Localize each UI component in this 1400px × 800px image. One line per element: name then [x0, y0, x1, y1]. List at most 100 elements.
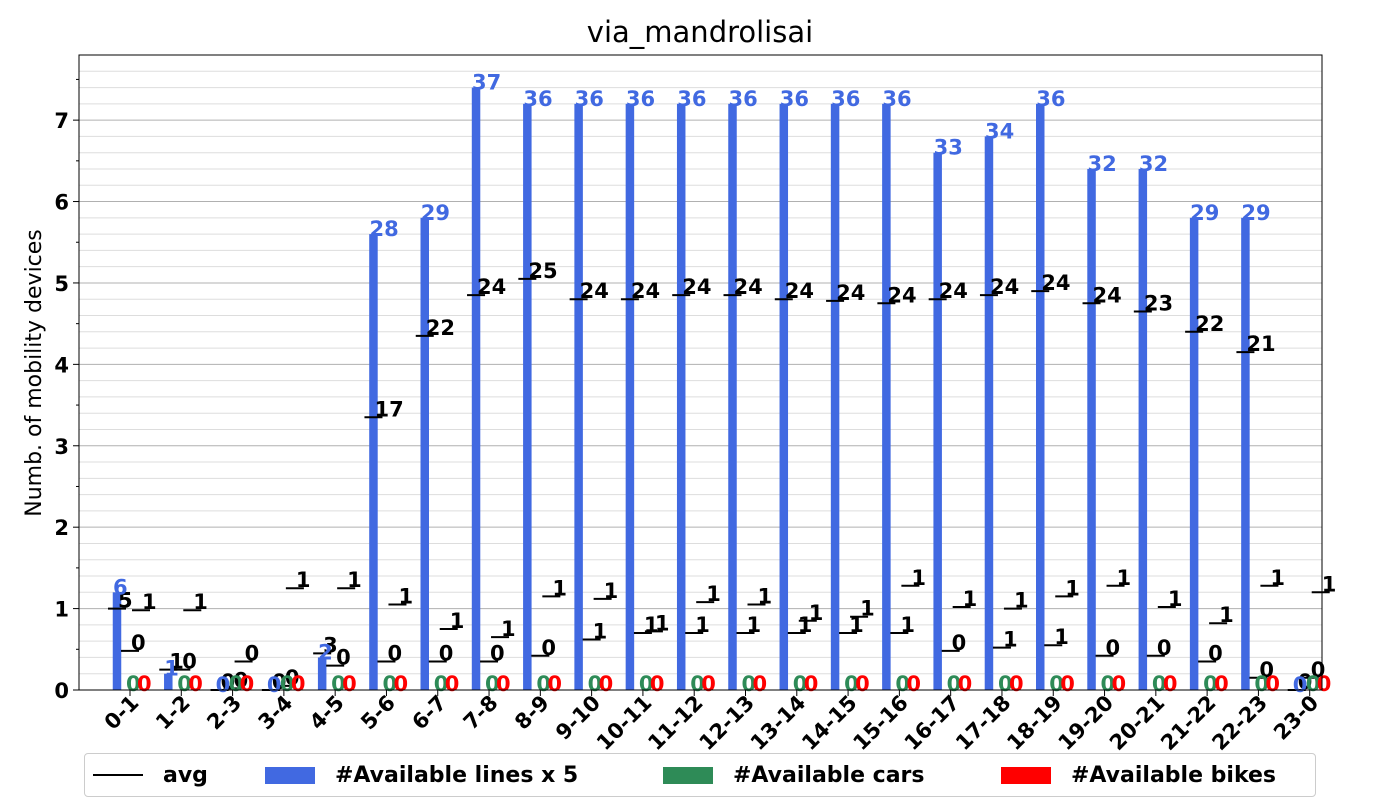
- avg-label-bikes: 1: [1270, 566, 1285, 590]
- bar-lines: [830, 103, 840, 691]
- bar-label-bikes: 0: [1163, 672, 1178, 696]
- bar-label-bikes: 0: [1060, 672, 1075, 696]
- avg-label-cars: 1: [695, 613, 710, 637]
- avg-label-cars: 0: [182, 650, 197, 674]
- avg-label-lines: 0: [1298, 670, 1313, 694]
- avg-label-lines: 1: [169, 650, 184, 674]
- bar-label-bikes: 0: [291, 672, 306, 696]
- bar-label-bikes: 0: [1009, 672, 1024, 696]
- avg-label-bikes: 1: [604, 579, 619, 603]
- bar-lines: [676, 103, 686, 691]
- bar-label-lines: 0: [1293, 673, 1308, 697]
- bar-lines: [728, 103, 737, 691]
- avg-label-lines: 24: [990, 275, 1019, 299]
- avg-label-lines: 25: [528, 259, 557, 283]
- avg-label-lines: 24: [836, 281, 865, 305]
- bar-label-lines: 29: [1241, 201, 1270, 225]
- bar-lines: [1036, 103, 1045, 691]
- avg-label-bikes: 1: [706, 582, 721, 606]
- plot-frame: [78, 54, 1323, 691]
- bar-label-lines: 29: [1190, 201, 1219, 225]
- avg-label-lines: 3: [323, 633, 338, 657]
- avg-label-lines: 24: [734, 275, 763, 299]
- bar-label-lines: 1: [164, 657, 179, 681]
- bar-lines: [523, 103, 532, 691]
- bar-lines: [471, 87, 481, 691]
- avg-label-lines: 24: [682, 275, 711, 299]
- avg-label-cars: 0: [131, 631, 146, 655]
- bar-label-bikes: 0: [804, 672, 819, 696]
- legend-label-lines: #Available lines x 5: [335, 762, 579, 788]
- avg-label-cars: 1: [1003, 628, 1018, 652]
- bar-label-lines: 2: [318, 640, 333, 664]
- bar-label-bikes: 0: [137, 672, 152, 696]
- avg-label-cars: 0: [1259, 658, 1274, 682]
- bars: [112, 87, 1250, 691]
- bar-label-lines: 36: [523, 87, 552, 111]
- y-tick-label: 5: [54, 272, 69, 296]
- bar-label-lines: 33: [934, 136, 963, 160]
- bar-label-bikes: 0: [701, 672, 716, 696]
- avg-label-cars: 0: [336, 646, 351, 670]
- x-tick-label: 22-23: [1207, 691, 1271, 755]
- avg-label-cars: 0: [285, 666, 300, 690]
- y-axis-label: Numb. of mobility devices: [22, 229, 47, 517]
- avg-label-lines: 24: [1093, 283, 1122, 307]
- avg-label-cars: 1: [798, 613, 813, 637]
- avg-label-lines: 21: [1246, 332, 1275, 356]
- bar-label-lines: 32: [1088, 152, 1117, 176]
- avg-label-bikes: 1: [347, 568, 362, 592]
- legend-swatch-cars: [663, 766, 713, 784]
- bar-label-bikes: 0: [1112, 672, 1127, 696]
- bar-label-bikes: 0: [1265, 672, 1280, 696]
- bar-label-lines: 36: [780, 87, 809, 111]
- bar-label-bikes: 0: [958, 672, 973, 696]
- avg-label-lines: 24: [1041, 271, 1070, 295]
- x-tick-label: 17-18: [951, 691, 1015, 755]
- legend-label-avg: avg: [163, 762, 208, 788]
- x-tick-label: 20-21: [1105, 691, 1169, 755]
- x-tick-label: 10-11: [592, 691, 656, 755]
- avg-label-lines: 23: [1144, 291, 1173, 315]
- avg-label-cars: 0: [387, 642, 402, 666]
- y-tick-label: 4: [54, 353, 69, 377]
- bar-lines: [574, 103, 583, 691]
- bar-lines: [1189, 217, 1199, 691]
- avg-label-cars: 1: [849, 613, 864, 637]
- bar-label-bikes: 0: [855, 672, 870, 696]
- x-tick-label: 11-12: [643, 691, 707, 755]
- avg-label-lines: 24: [477, 275, 506, 299]
- avg-label-bikes: 1: [809, 601, 824, 625]
- x-tick-label: 16-17: [900, 691, 964, 755]
- bar-label-bikes: 0: [240, 672, 255, 696]
- bar-label-bikes: 0: [650, 672, 665, 696]
- bar-lines: [1087, 168, 1096, 690]
- avg-label-cars: 0: [1157, 636, 1172, 660]
- avg-label-bikes: 1: [296, 568, 311, 592]
- avg-label-lines: 24: [785, 279, 814, 303]
- avg-label-bikes: 1: [193, 590, 208, 614]
- y-tick-label: 3: [54, 435, 69, 459]
- y-tick-label: 0: [54, 679, 69, 703]
- bar-label-bikes: 0: [393, 672, 408, 696]
- avg-label-cars: 0: [234, 668, 249, 692]
- bar-lines: [625, 103, 635, 691]
- bar-label-lines: 36: [677, 87, 706, 111]
- avg-label-cars: 1: [644, 613, 659, 637]
- x-tick-label: 7-8: [459, 691, 503, 735]
- bar-label-lines: 36: [729, 87, 758, 111]
- avg-label-cars: 0: [541, 636, 556, 660]
- avg-label-bikes: 1: [758, 585, 773, 609]
- bar-lines: [1241, 217, 1250, 691]
- legend-label-bikes: #Available bikes: [1071, 762, 1277, 788]
- avg-label-bikes: 1: [1219, 603, 1234, 627]
- grid: [79, 54, 1322, 675]
- avg-label-lines: 22: [1195, 312, 1224, 336]
- x-tick-label: 4-5: [305, 691, 349, 735]
- avg-label-bikes: 1: [911, 566, 926, 590]
- avg-label-lines: 24: [580, 279, 609, 303]
- x-tick-label: 12-13: [695, 691, 759, 755]
- avg-label-lines: 22: [426, 316, 455, 340]
- bar-label-bikes: 0: [753, 672, 768, 696]
- x-tick-label: 0-1: [100, 691, 144, 735]
